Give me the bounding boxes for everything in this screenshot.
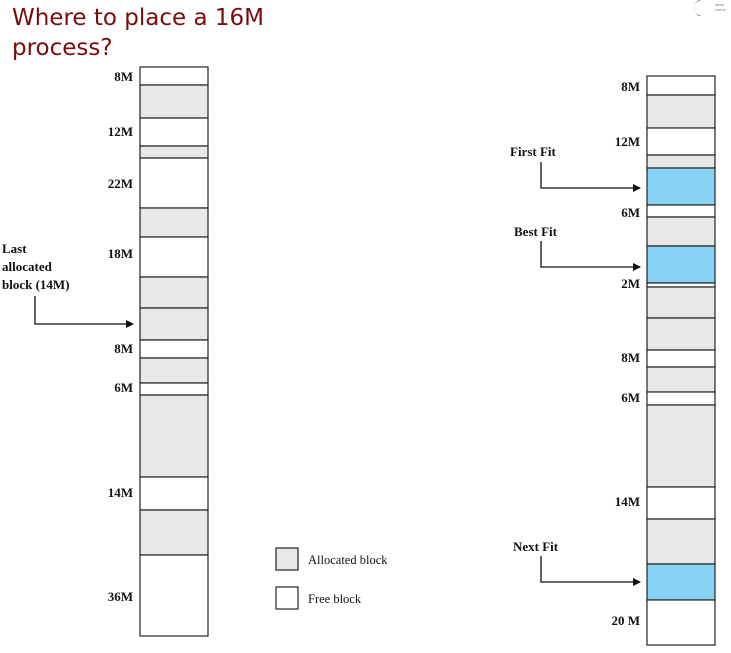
left-block-6 (139, 207, 209, 238)
right-block-4 (646, 154, 716, 169)
left-block-5 (139, 157, 209, 209)
right-block-6 (646, 204, 716, 218)
right-block-10 (646, 286, 716, 319)
best-fit-label: Best Fit (514, 224, 558, 239)
left-block-2 (139, 84, 209, 119)
right-label-6m-a: 6M (621, 205, 640, 220)
last-allocated-line-2: allocated (2, 259, 53, 274)
left-memory-column: 8M 12M 22M 18M 8M 6M 14M 36M (108, 66, 209, 637)
left-label-8m-b: 8M (114, 341, 133, 356)
left-block-1 (139, 66, 209, 86)
left-block-4 (139, 145, 209, 159)
right-block-18-next-fit (646, 563, 716, 601)
legend-free-swatch (275, 586, 299, 610)
right-block-14 (646, 391, 716, 406)
right-block-11 (646, 317, 716, 351)
legend-allocated-label: Allocated block (308, 553, 388, 567)
right-block-7 (646, 216, 716, 247)
university-logo: SINGI UNIVE (689, 0, 731, 16)
left-block-11 (139, 357, 209, 384)
left-block-14 (139, 476, 209, 511)
right-block-2 (646, 94, 716, 129)
right-block-5-first-fit (646, 167, 716, 206)
right-block-8-best-fit (646, 245, 716, 284)
right-block-12 (646, 349, 716, 368)
right-block-16 (646, 486, 716, 520)
right-block-17 (646, 518, 716, 565)
left-block-15 (139, 509, 209, 556)
right-block-19 (646, 599, 716, 646)
left-label-6m: 6M (114, 380, 133, 395)
best-fit-annotation: Best Fit (514, 224, 641, 271)
left-label-8m-a: 8M (114, 69, 133, 84)
left-label-22m: 22M (108, 176, 133, 191)
left-block-16 (139, 554, 209, 637)
left-block-9 (139, 307, 209, 341)
left-label-14m: 14M (108, 485, 133, 500)
last-allocated-line-3: block (14M) (2, 277, 70, 292)
next-fit-arrow (540, 556, 641, 586)
right-label-6m-b: 6M (621, 390, 640, 405)
right-block-1 (646, 75, 716, 96)
left-block-7 (139, 236, 209, 278)
right-label-14m: 14M (615, 494, 640, 509)
best-fit-arrow (540, 241, 641, 271)
svg-text:UNIVE: UNIVE (715, 8, 726, 12)
first-fit-annotation: First Fit (510, 144, 641, 192)
right-block-9 (646, 282, 716, 288)
left-label-12m: 12M (108, 124, 133, 139)
right-block-15 (646, 404, 716, 488)
svg-text:SINGI: SINGI (715, 3, 725, 7)
legend-allocated-swatch (275, 547, 299, 571)
slide-title: Where to place a 16M process? (12, 5, 264, 61)
last-allocated-arrow (34, 296, 134, 328)
first-fit-label: First Fit (510, 144, 557, 159)
left-block-13 (139, 394, 209, 478)
left-block-8 (139, 276, 209, 309)
right-memory-column: 8M 12M 6M 2M 8M 6M 14M 20 M (611, 75, 716, 646)
right-block-3 (646, 127, 716, 156)
legend: Allocated block Free block (275, 547, 388, 610)
left-block-3 (139, 117, 209, 147)
next-fit-label: Next Fit (513, 539, 559, 554)
right-label-8m-b: 8M (621, 350, 640, 365)
right-label-2m: 2M (621, 276, 640, 291)
last-allocated-line-1: Last (2, 241, 27, 256)
left-block-10 (139, 339, 209, 359)
left-label-18m: 18M (108, 246, 133, 261)
first-fit-arrow (540, 162, 641, 192)
right-label-12m: 12M (615, 134, 640, 149)
left-label-36m: 36M (108, 589, 133, 604)
left-block-12 (139, 382, 209, 396)
last-allocated-annotation: Last allocated block (14M) (2, 241, 134, 328)
legend-free-label: Free block (308, 592, 362, 606)
right-block-13 (646, 366, 716, 393)
right-label-20m: 20 M (611, 613, 640, 628)
next-fit-annotation: Next Fit (513, 539, 641, 586)
right-label-8m-a: 8M (621, 79, 640, 94)
